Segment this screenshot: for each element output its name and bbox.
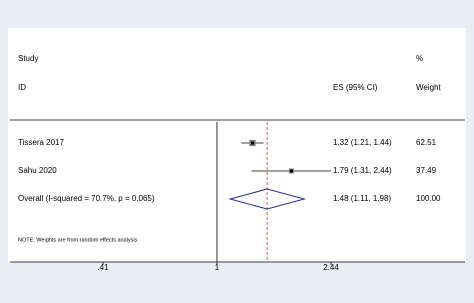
column-header: Weight — [416, 83, 442, 92]
x-tick-label: 2.44 — [323, 263, 339, 272]
weight-label: 100.00 — [416, 194, 441, 203]
note: NOTE: Weights are from random effects an… — [18, 237, 138, 243]
x-tick-label: .41 — [97, 263, 109, 272]
x-tick-label: 1 — [215, 263, 220, 272]
point-estimate — [289, 169, 293, 173]
overall-diamond — [228, 188, 307, 210]
plot-background — [8, 28, 466, 262]
es-label: 1.32 (1.21, 1.44) — [333, 138, 392, 147]
study-name: Sahu 2020 — [18, 166, 57, 175]
study-name: Tissera 2017 — [18, 138, 65, 147]
column-header: ID — [18, 83, 26, 92]
es-label: 1.48 (1.11, 1.98) — [333, 194, 391, 203]
column-header: Study — [18, 54, 38, 63]
column-header: ES (95% CI) — [333, 83, 378, 92]
point-estimate — [250, 141, 254, 145]
overall-name: Overall (I-squared = 70.7%, p = 0.065) — [18, 194, 155, 203]
column-header: % — [416, 54, 423, 63]
weight-label: 37.49 — [416, 166, 437, 175]
es-label: 1.79 (1.31, 2.44) — [333, 166, 392, 175]
weight-label: 62.51 — [416, 138, 437, 147]
